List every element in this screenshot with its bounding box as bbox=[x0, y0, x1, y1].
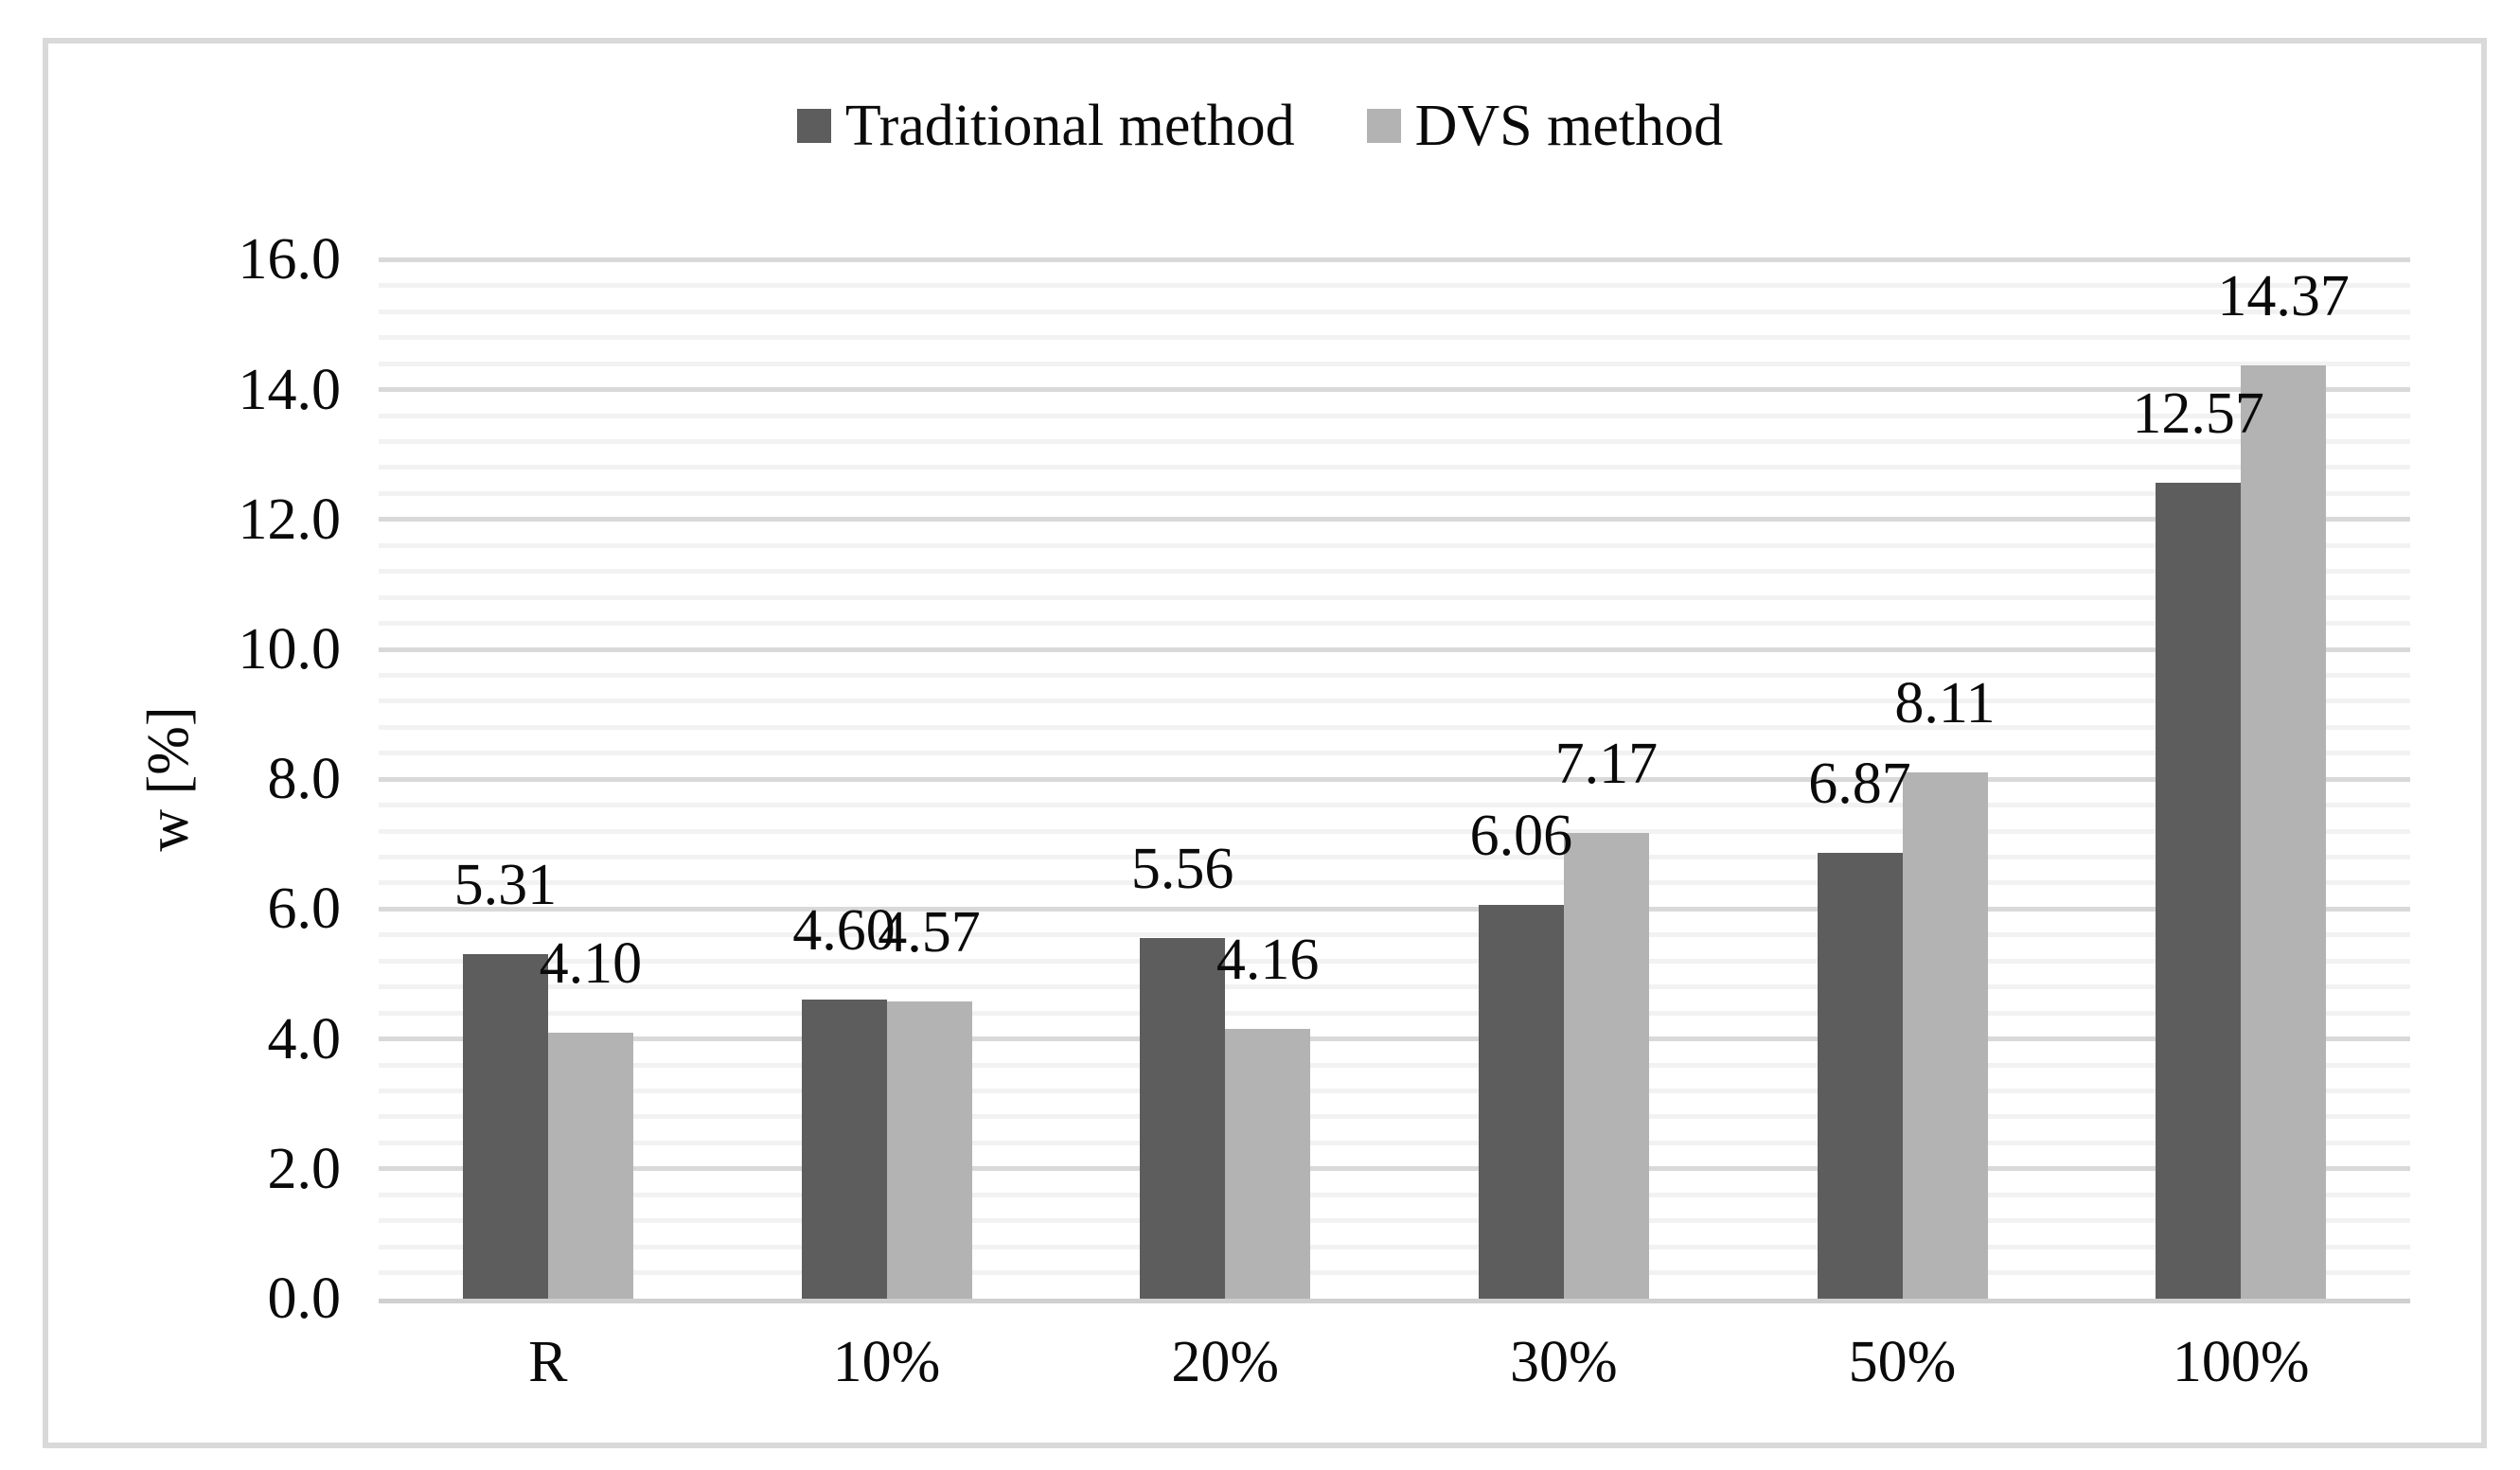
minor-gridline bbox=[379, 1010, 2410, 1016]
bar-traditional-30% bbox=[1478, 905, 1564, 1299]
minor-gridline bbox=[379, 751, 2410, 756]
y-tick-label-14.0: 14.0 bbox=[238, 357, 342, 422]
data-label-dvs-20%: 4.16 bbox=[1216, 927, 1320, 992]
data-label-dvs-100%: 14.37 bbox=[2217, 264, 2350, 329]
minor-gridline bbox=[379, 542, 2410, 548]
bar-dvs-100% bbox=[2241, 365, 2327, 1299]
major-gridline bbox=[379, 1166, 2410, 1172]
major-gridline bbox=[379, 776, 2410, 782]
bar-dvs-20% bbox=[1225, 1028, 1311, 1299]
legend-swatch-icon bbox=[796, 109, 831, 143]
minor-gridline bbox=[379, 569, 2410, 575]
y-tick-label-2.0: 2.0 bbox=[267, 1136, 342, 1201]
bar-dvs-10% bbox=[886, 1001, 972, 1299]
minor-gridline bbox=[379, 958, 2410, 964]
minor-gridline bbox=[379, 932, 2410, 938]
minor-gridline bbox=[379, 335, 2410, 341]
data-label-dvs-50%: 8.11 bbox=[1894, 670, 1996, 735]
legend-label: Traditional method bbox=[844, 94, 1295, 158]
bar-traditional-10% bbox=[801, 1000, 887, 1299]
minor-gridline bbox=[379, 1244, 2410, 1249]
data-label-dvs-10%: 4.57 bbox=[878, 900, 981, 965]
minor-gridline bbox=[379, 413, 2410, 418]
minor-gridline bbox=[379, 1218, 2410, 1224]
legend-label: DVS method bbox=[1414, 94, 1724, 158]
major-gridline bbox=[379, 387, 2410, 393]
legend: Traditional method DVS method bbox=[0, 83, 2520, 168]
category-label-20%: 20% bbox=[1171, 1330, 1279, 1394]
category-label-100%: 100% bbox=[2172, 1330, 2310, 1394]
major-gridline bbox=[379, 646, 2410, 652]
data-label-dvs-30%: 7.17 bbox=[1554, 732, 1659, 797]
minor-gridline bbox=[379, 309, 2410, 314]
category-label-R: R bbox=[528, 1330, 568, 1394]
minor-gridline bbox=[379, 1270, 2410, 1276]
minor-gridline bbox=[379, 1192, 2410, 1197]
legend-swatch-icon bbox=[1366, 109, 1401, 143]
data-label-traditional-10%: 4.60 bbox=[792, 898, 896, 964]
bar-dvs-30% bbox=[1563, 833, 1649, 1299]
data-label-dvs-R: 4.10 bbox=[539, 930, 643, 996]
bar-traditional-R bbox=[462, 953, 548, 1299]
major-gridline bbox=[379, 517, 2410, 522]
x-axis-line bbox=[379, 1299, 2410, 1303]
minor-gridline bbox=[379, 438, 2410, 444]
data-label-traditional-50%: 6.87 bbox=[1808, 751, 1911, 816]
major-gridline bbox=[379, 257, 2410, 262]
minor-gridline bbox=[379, 1114, 2410, 1120]
minor-gridline bbox=[379, 594, 2410, 600]
category-label-50%: 50% bbox=[1848, 1330, 1957, 1394]
legend-item-traditional: Traditional method bbox=[796, 94, 1295, 158]
minor-gridline bbox=[379, 283, 2410, 289]
category-label-10%: 10% bbox=[832, 1330, 941, 1394]
major-gridline bbox=[379, 1036, 2410, 1042]
y-tick-label-8.0: 8.0 bbox=[267, 747, 342, 812]
minor-gridline bbox=[379, 672, 2410, 678]
minor-gridline bbox=[379, 1062, 2410, 1068]
y-tick-label-4.0: 4.0 bbox=[267, 1006, 342, 1072]
y-tick-label-6.0: 6.0 bbox=[267, 877, 342, 942]
y-tick-label-0.0: 0.0 bbox=[267, 1266, 342, 1331]
minor-gridline bbox=[379, 1140, 2410, 1145]
major-gridline bbox=[379, 906, 2410, 912]
y-tick-label-10.0: 10.0 bbox=[238, 617, 342, 682]
y-tick-label-12.0: 12.0 bbox=[238, 487, 342, 552]
data-label-traditional-R: 5.31 bbox=[453, 852, 558, 917]
y-tick-label-16.0: 16.0 bbox=[238, 227, 342, 292]
bar-dvs-R bbox=[547, 1032, 633, 1299]
bar-traditional-20% bbox=[1140, 937, 1226, 1299]
legend-item-dvs: DVS method bbox=[1366, 94, 1724, 158]
bar-dvs-50% bbox=[1902, 771, 1988, 1299]
minor-gridline bbox=[379, 621, 2410, 627]
minor-gridline bbox=[379, 880, 2410, 886]
minor-gridline bbox=[379, 465, 2410, 470]
minor-gridline bbox=[379, 490, 2410, 496]
minor-gridline bbox=[379, 361, 2410, 366]
minor-gridline bbox=[379, 828, 2410, 834]
minor-gridline bbox=[379, 1088, 2410, 1093]
minor-gridline bbox=[379, 699, 2410, 704]
bar-traditional-100% bbox=[2156, 482, 2242, 1299]
minor-gridline bbox=[379, 803, 2410, 808]
minor-gridline bbox=[379, 984, 2410, 990]
data-label-traditional-30%: 6.06 bbox=[1469, 804, 1573, 869]
data-label-traditional-20%: 5.56 bbox=[1130, 836, 1234, 901]
minor-gridline bbox=[379, 724, 2410, 730]
category-label-30%: 30% bbox=[1510, 1330, 1618, 1394]
minor-gridline bbox=[379, 855, 2410, 860]
bar-traditional-50% bbox=[1817, 852, 1903, 1299]
data-label-traditional-100%: 12.57 bbox=[2132, 381, 2264, 446]
